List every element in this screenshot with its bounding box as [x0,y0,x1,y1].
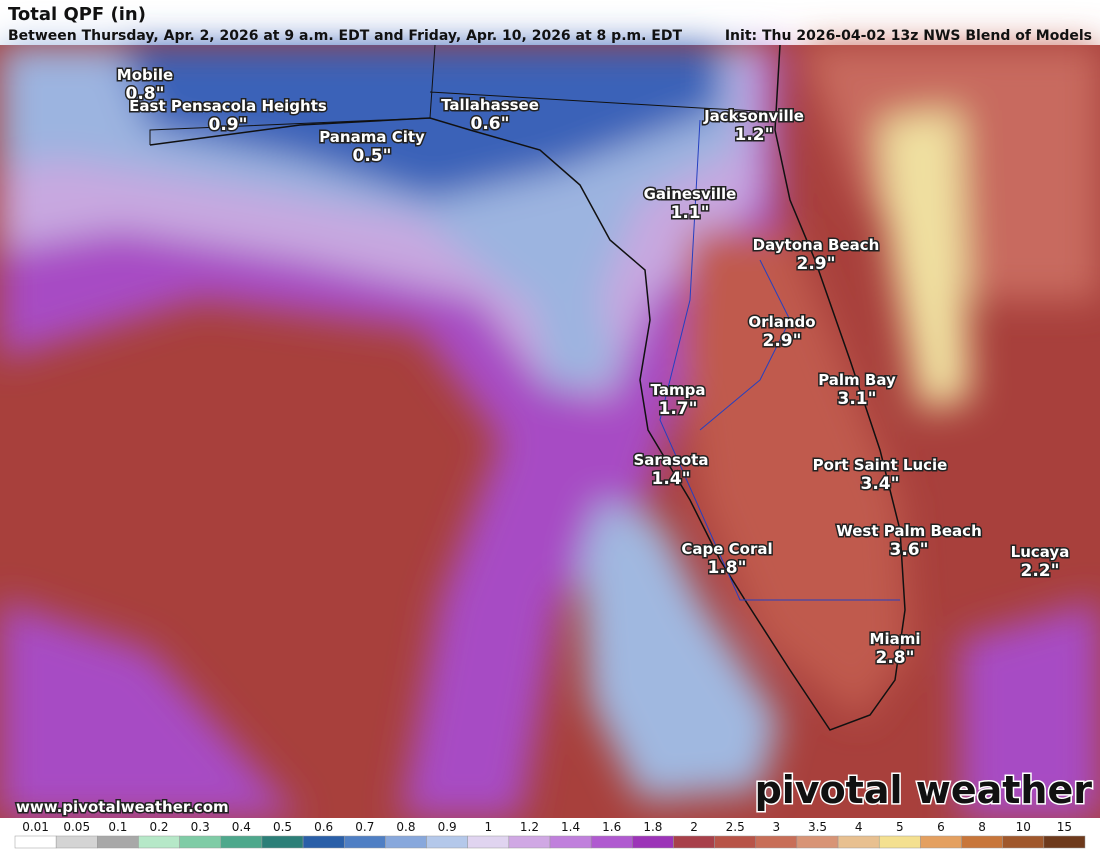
legend-label: 0.5 [273,820,292,834]
legend-label: 2.5 [726,820,745,834]
legend-swatch [837,835,880,849]
legend-label: 6 [937,820,945,834]
city-name: Tampa [651,381,706,399]
legend-swatch [220,835,263,849]
legend-swatch [179,835,222,849]
city-name: Daytona Beach [753,236,880,254]
legend-swatch [138,835,180,849]
city-value: 1.7" [659,399,698,419]
legend-swatch [796,835,839,849]
legend-swatch [878,835,921,849]
legend-label: 1.2 [520,820,539,834]
legend-swatch [302,835,345,849]
city-value: 0.8" [126,84,165,104]
city-name: East Pensacola Heights [129,97,327,115]
city-value: 0.6" [471,114,510,134]
legend-label: 15 [1057,820,1072,834]
legend-label: 0.4 [232,820,251,834]
city-name: Tallahassee [441,96,539,114]
legend-label: 0.3 [191,820,210,834]
legend-label: 1.6 [602,820,621,834]
init-time: Init: Thu 2026-04-02 13z NWS Blend of Mo… [725,28,1092,44]
legend-swatch [714,835,757,849]
city-value: 1.1" [671,203,710,223]
legend-swatch [508,835,551,849]
city-value: 3.6" [890,540,929,560]
legend-swatch [755,835,798,849]
legend-swatch [1043,835,1086,849]
city-name: Orlando [748,313,815,331]
legend-swatch [385,835,427,849]
city-value: 3.1" [838,389,877,409]
legend-swatch [14,835,57,849]
subtitle: Between Thursday, Apr. 2, 2026 at 9 a.m.… [8,28,682,44]
city-name: Sarasota [634,451,709,469]
city-value: 2.8" [876,648,915,668]
legend-label: 1.8 [643,820,662,834]
legend-label: 0.05 [63,820,90,834]
legend-swatch [961,835,1003,849]
legend-label: 10 [1016,820,1031,834]
city-name: Gainesville [644,185,737,203]
legend-swatch [55,835,98,849]
legend-swatch [673,835,715,849]
legend-swatch [467,835,510,849]
city-value: 3.4" [861,474,900,494]
city-value: 1.2" [735,125,774,145]
city-name: West Palm Beach [836,522,982,540]
city-value: 2.2" [1021,561,1060,581]
legend-label: 2 [690,820,698,834]
legend-swatch [261,835,304,849]
legend-label: 0.2 [149,820,168,834]
legend-label: 1.4 [561,820,580,834]
city-name: Palm Bay [818,371,896,389]
city-value: 1.4" [652,469,691,489]
legend-label: 1 [484,820,492,834]
legend-label: 0.8 [396,820,415,834]
legend-swatch [426,835,468,849]
legend-label: 0.7 [355,820,374,834]
city-value: 0.9" [209,115,248,135]
legend-label: 0.1 [108,820,127,834]
city-value: 2.9" [763,331,802,351]
city-value: 1.8" [708,558,747,578]
legend-swatch [343,835,386,849]
city-name: Panama City [319,128,425,146]
legend-label: 4 [855,820,863,834]
legend: 0.01 0.05 0.1 0.2 0.3 0.4 0.5 0.6 0.7 0.8 0.9 1 1.2 1… [14,820,1086,849]
title: Total QPF (in) [8,4,146,25]
city-value: 2.9" [797,254,836,274]
legend-label: 3.5 [808,820,827,834]
url: www.pivotalweather.com [16,798,229,816]
legend-label: 0.6 [314,820,333,834]
legend-label: 5 [896,820,904,834]
legend-swatch [632,835,674,849]
city-name: Port Saint Lucie [813,456,948,474]
legend-swatch [920,835,962,849]
legend-label: 3 [773,820,781,834]
city-value: 0.5" [353,146,392,166]
city-name: Lucaya [1011,543,1070,561]
city-name: Cape Coral [681,540,772,558]
map [0,44,1100,818]
legend-swatch [549,835,592,849]
legend-label: 8 [978,820,986,834]
city-name: Miami [870,630,921,648]
watermark: pivotal weather [755,768,1093,812]
legend-label: 0.9 [438,820,457,834]
city-name: Jacksonville [703,107,804,125]
legend-swatch [1002,835,1045,849]
legend-swatch [590,835,633,849]
legend-label: 0.01 [22,820,49,834]
city-name: Mobile [117,66,173,84]
legend-swatch [97,835,139,849]
